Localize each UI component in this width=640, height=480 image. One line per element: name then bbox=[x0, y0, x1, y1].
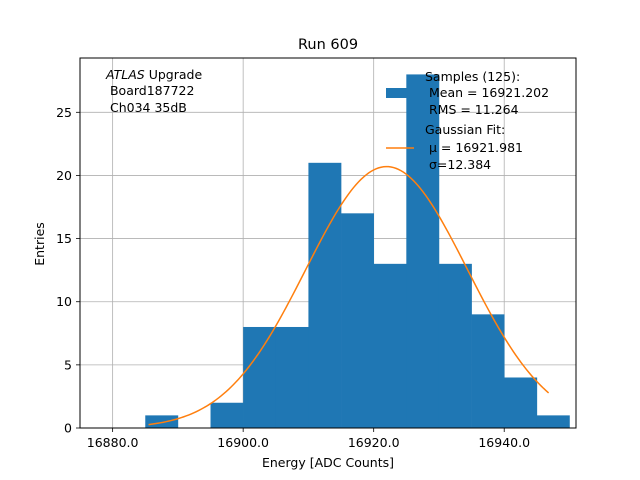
y-tick-label: 0 bbox=[64, 421, 72, 436]
gaussian-fit bbox=[148, 165, 550, 426]
x-tick-label: 16920.0 bbox=[348, 435, 400, 450]
legend: Samples (125): Mean = 16921.202 RMS = 11… bbox=[386, 69, 549, 172]
y-axis-label: Entries bbox=[32, 222, 47, 266]
axis-ticks: 16880.0 16900.0 16920.0 16940.0 0 5 10 15 20 25 bbox=[56, 105, 530, 450]
legend-fit-sigma: σ=12.384 bbox=[429, 157, 491, 172]
chart-title: Run 609 bbox=[298, 37, 358, 53]
plot-frame bbox=[79, 57, 577, 429]
histogram-bar bbox=[275, 326, 309, 428]
histogram-bar bbox=[373, 263, 407, 428]
x-tick-label: 16940.0 bbox=[478, 435, 530, 450]
legend-fit-title: Gaussian Fit: bbox=[425, 122, 505, 137]
histogram-bar bbox=[406, 74, 440, 428]
x-axis-label: Energy [ADC Counts] bbox=[262, 455, 394, 470]
atlas-annotation: ATLAS Upgrade Board187722 Ch034 35dB bbox=[105, 67, 202, 115]
legend-samples-rms: RMS = 11.264 bbox=[425, 102, 519, 117]
legend-samples-swatch bbox=[386, 88, 414, 98]
y-tick-label: 15 bbox=[56, 231, 72, 246]
legend-samples-title: Samples (125): bbox=[425, 69, 520, 84]
histogram-bar bbox=[536, 415, 570, 428]
y-tick-label: 5 bbox=[64, 357, 72, 372]
histogram-bar bbox=[308, 162, 342, 428]
histogram-bar bbox=[504, 377, 538, 428]
y-tick-label: 10 bbox=[56, 294, 72, 309]
annotation-board: Board187722 bbox=[106, 83, 194, 98]
histogram-bar bbox=[243, 326, 277, 428]
histogram-bar bbox=[471, 314, 505, 428]
histogram-bars bbox=[145, 74, 570, 428]
legend-samples-mean: Mean = 16921.202 bbox=[425, 85, 549, 100]
svg-text:ATLAS Upgrade: ATLAS Upgrade bbox=[105, 67, 202, 82]
gaussian-fit-line bbox=[148, 165, 550, 426]
annotation-italic: ATLAS bbox=[105, 67, 145, 82]
x-tick-label: 16900.0 bbox=[217, 435, 269, 450]
y-tick-label: 20 bbox=[56, 168, 72, 183]
annotation-rest: Upgrade bbox=[145, 67, 203, 82]
legend-fit-mu: μ = 16921.981 bbox=[429, 140, 523, 155]
histogram-bar bbox=[145, 415, 179, 428]
x-tick-label: 16880.0 bbox=[87, 435, 139, 450]
y-tick-label: 25 bbox=[56, 105, 72, 120]
histogram-bar bbox=[210, 402, 244, 428]
histogram-bar bbox=[438, 263, 472, 428]
annotation-channel: Ch034 35dB bbox=[106, 100, 187, 115]
histogram-bar bbox=[341, 213, 374, 428]
